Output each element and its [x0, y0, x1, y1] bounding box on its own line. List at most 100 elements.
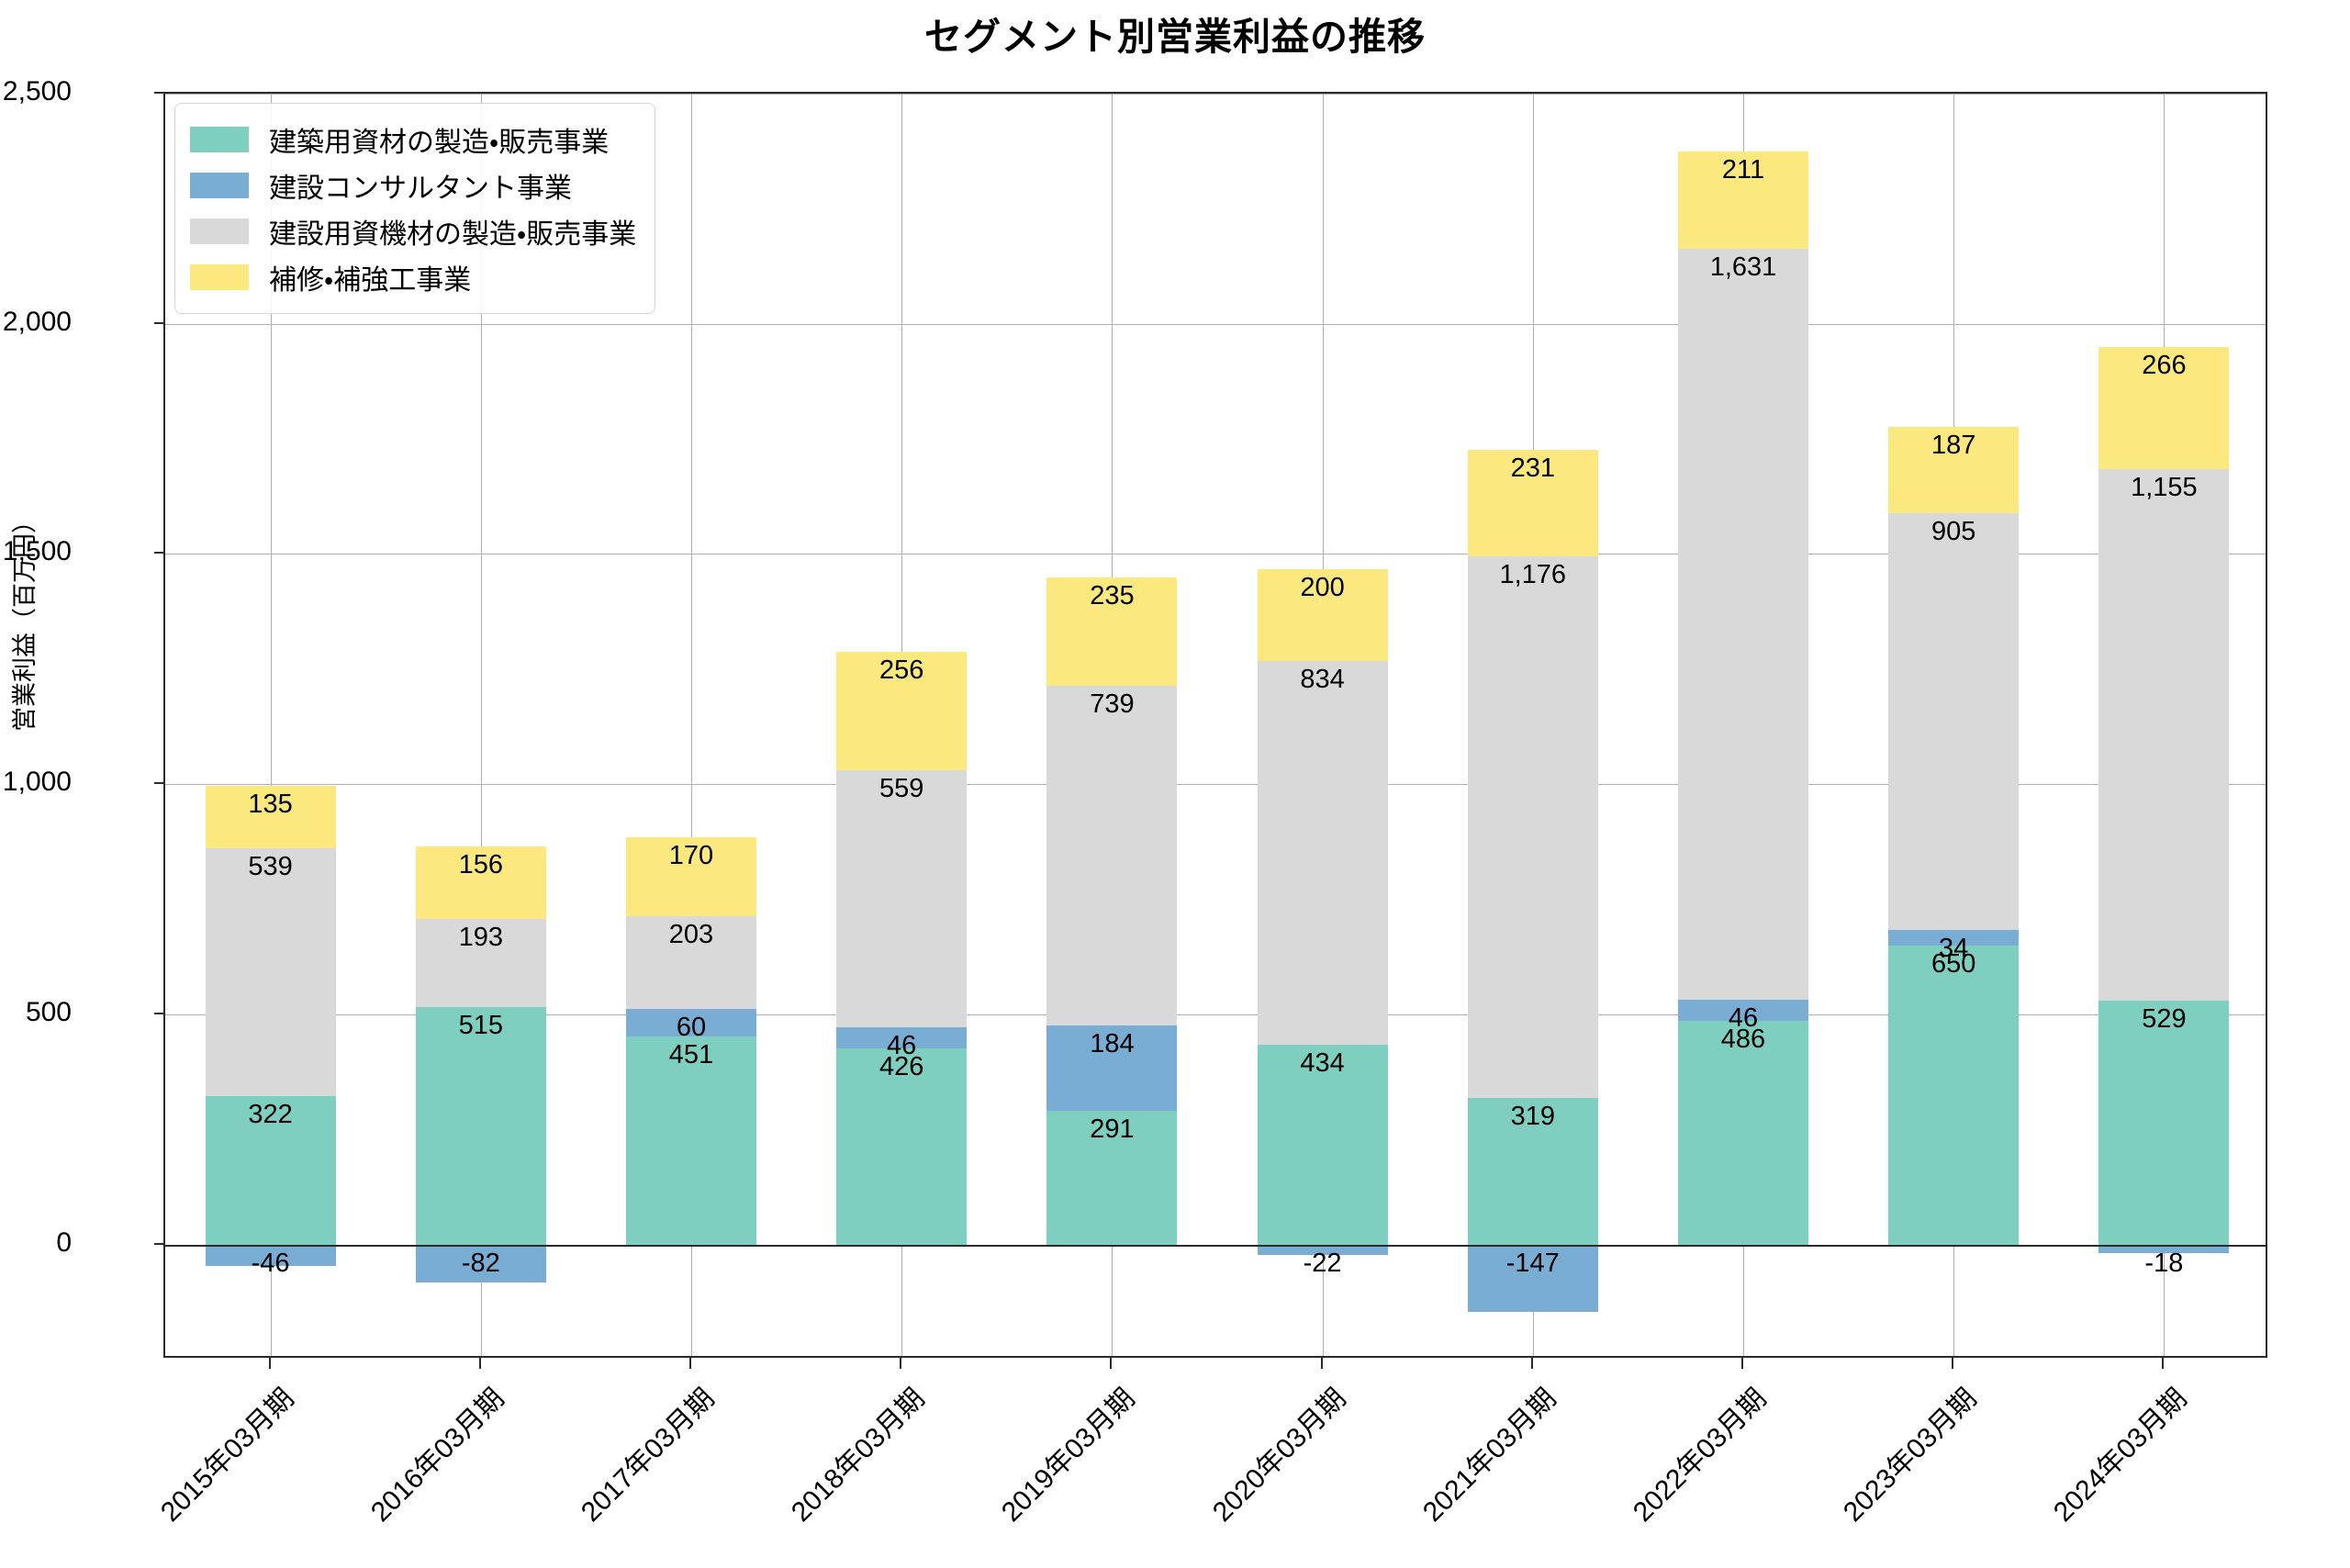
bar-segment[interactable]: [1888, 945, 2020, 1245]
bar-segment[interactable]: [1677, 1020, 1809, 1245]
bar-value-label: 1,155: [2131, 473, 2198, 503]
bar-value-label: 200: [1300, 572, 1345, 602]
bar-value-label: -46: [251, 1248, 290, 1278]
y-axis-tick-label: 500: [25, 996, 72, 1027]
bar-segment[interactable]: [1046, 685, 1178, 1026]
bar-segment[interactable]: [1046, 1025, 1178, 1111]
bar-segment[interactable]: [836, 1026, 968, 1048]
bar-segment[interactable]: [2098, 346, 2230, 470]
bar-value-label: 486: [1720, 1024, 1766, 1054]
bar-group[interactable]: 515 -82 193 156: [415, 94, 546, 1356]
bar-group[interactable]: 650 34 905 187: [1888, 94, 2020, 1356]
gridline-horizontal: [165, 94, 2266, 95]
bar-segment[interactable]: [1467, 1244, 1598, 1313]
bar-segment[interactable]: [415, 846, 546, 919]
legend-item[interactable]: 建築用資材の製造・販売事業: [190, 117, 636, 162]
bar-value-label: 135: [248, 790, 293, 820]
y-axis-tick-mark: [154, 782, 163, 785]
bar-value-label: 451: [668, 1040, 714, 1070]
legend-item-label: 建築用資材の製造・販売事業: [269, 128, 610, 158]
bar-segment[interactable]: [1046, 577, 1178, 686]
y-axis-tick-mark: [154, 1242, 163, 1245]
bar-segment[interactable]: [1888, 427, 2020, 513]
bar-segment[interactable]: [415, 1007, 546, 1245]
y-axis-tick-label: 2,000: [2, 306, 72, 337]
bar-group[interactable]: 291 184 739 235: [1046, 94, 1178, 1356]
bar-value-label: 184: [1090, 1029, 1135, 1059]
bar-segment[interactable]: [625, 1009, 757, 1037]
bar-group[interactable]: 319 -147 1,176 231: [1467, 94, 1598, 1356]
legend-item-label: 建設コンサルタント事業: [269, 174, 572, 204]
bar-segment[interactable]: [1677, 999, 1809, 1021]
bar-group[interactable]: 426 46 559 256: [836, 94, 968, 1356]
bar-group[interactable]: 451 60 203 170: [625, 94, 757, 1356]
gridline-horizontal: [165, 1014, 2266, 1015]
y-axis-tick-label: 1,000: [2, 767, 72, 798]
legend-item[interactable]: 建設コンサルタント事業: [190, 162, 636, 208]
bar-segment[interactable]: [1257, 1244, 1388, 1255]
x-axis-tick-mark: [1320, 1358, 1323, 1369]
legend-color-swatch-icon: [190, 127, 249, 152]
bar-segment[interactable]: [836, 652, 968, 770]
bar-segment[interactable]: [205, 1244, 336, 1266]
zero-baseline: [165, 1244, 2266, 1247]
bar-segment[interactable]: [415, 1244, 546, 1282]
bar-value-label: 203: [668, 919, 714, 949]
y-axis-label: 営業利益（百万円）: [2, 0, 42, 1239]
plot-inner: 322 -46 539 135 515 -82 193 156 451 60 203 170 426 46…: [165, 94, 2266, 1356]
bar-group[interactable]: 529 -18 1,155 266: [2098, 94, 2230, 1356]
legend-color-swatch-icon: [190, 264, 249, 290]
bar-segment[interactable]: [205, 786, 336, 848]
bar-segment[interactable]: [836, 1048, 968, 1245]
bar-segment[interactable]: [836, 769, 968, 1027]
bar-segment[interactable]: [1888, 929, 2020, 946]
bar-value-label: 291: [1090, 1114, 1135, 1144]
bar-segment[interactable]: [2098, 1001, 2230, 1245]
bar-segment[interactable]: [625, 1036, 757, 1245]
x-axis-tick-mark: [900, 1358, 902, 1369]
bar-value-label: 434: [1300, 1048, 1345, 1078]
legend-item[interactable]: 補修・補強工事業: [190, 254, 636, 300]
gridline-horizontal: [165, 323, 2266, 325]
bar-group[interactable]: 322 -46 539 135: [205, 94, 336, 1356]
bar-segment[interactable]: [1677, 248, 1809, 1000]
bar-segment[interactable]: [1257, 568, 1388, 661]
x-axis-tick-mark: [1952, 1358, 1954, 1369]
bar-group[interactable]: 434 -22 834 200: [1257, 94, 1388, 1356]
bar-value-label: 426: [878, 1052, 924, 1082]
legend-item[interactable]: 建設用資機材の製造・販売事業: [190, 208, 636, 254]
bar-value-label: 319: [1510, 1101, 1555, 1131]
bar-segment[interactable]: [205, 1096, 336, 1245]
y-axis-tick-mark: [154, 92, 163, 94]
bar-value-label: 650: [1930, 948, 1976, 979]
bar-value-label: -22: [1303, 1248, 1342, 1278]
bar-segment[interactable]: [1046, 1110, 1178, 1245]
bar-segment[interactable]: [415, 918, 546, 1008]
bar-segment[interactable]: [1257, 660, 1388, 1045]
y-axis-tick-mark: [154, 321, 163, 324]
bar-segment[interactable]: [1467, 1097, 1598, 1245]
x-axis-tick-label: 2020年03月期: [1206, 1383, 1352, 1529]
legend-item-label: 建設用資機材の製造・販売事業: [269, 219, 637, 250]
bar-segment[interactable]: [625, 915, 757, 1010]
bar-segment[interactable]: [205, 847, 336, 1097]
bar-value-label: 231: [1510, 454, 1555, 484]
bar-segment[interactable]: [1888, 512, 2020, 930]
bar-value-label: 211: [1721, 155, 1765, 185]
bar-segment[interactable]: [2098, 1244, 2230, 1253]
bar-value-label: 235: [1090, 581, 1135, 611]
bar-value-label: 515: [458, 1011, 503, 1041]
bar-value-label: -147: [1505, 1248, 1560, 1278]
bar-segment[interactable]: [1257, 1045, 1388, 1245]
x-axis-tick-mark: [1530, 1358, 1533, 1369]
bar-segment[interactable]: [2098, 469, 2230, 1002]
bar-segment[interactable]: [625, 837, 757, 916]
bar-segment[interactable]: [1467, 450, 1598, 556]
bar-segment[interactable]: [1467, 555, 1598, 1098]
bar-value-label: -82: [461, 1248, 500, 1278]
x-axis-tick-label: 2016年03月期: [364, 1383, 510, 1529]
bar-value-label: 739: [1090, 689, 1135, 719]
bar-segment[interactable]: [1677, 151, 1809, 249]
bar-group[interactable]: 486 46 1,631 211: [1677, 94, 1809, 1356]
